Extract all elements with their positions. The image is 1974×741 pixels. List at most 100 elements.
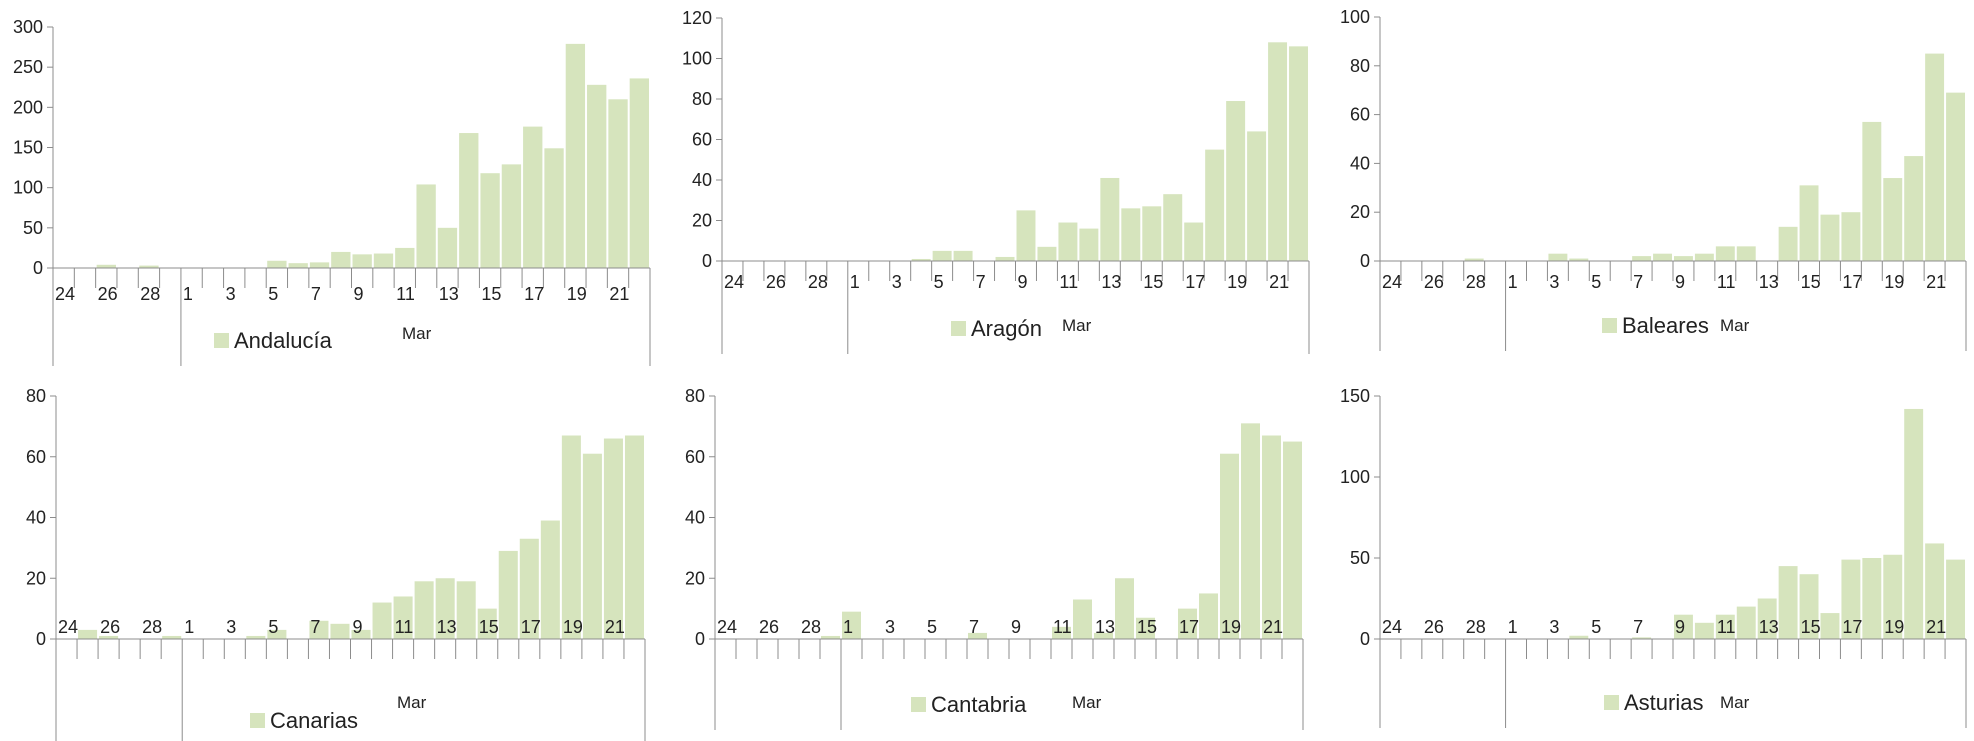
chart-1-y-tick-label-300: 300 — [13, 17, 43, 37]
chart-2-y-tick-label-40: 40 — [692, 170, 712, 190]
chart-5-bar-14 — [1115, 578, 1134, 639]
chart-5-bar-21 — [1262, 435, 1281, 639]
chart-1-x-tick-label-5: 5 — [268, 284, 278, 304]
chart-2-bar-13 — [1100, 177, 1120, 261]
chart-4-x-tick-label-13: 13 — [437, 617, 457, 637]
chart-6-x-tick-label-26: 26 — [1424, 617, 1444, 637]
chart-4-bar-15 — [477, 608, 497, 639]
chart-5-y-tick-label-60: 60 — [685, 447, 705, 467]
chart-2-bar-6 — [953, 250, 973, 261]
chart-5-x-tick-label-17: 17 — [1179, 617, 1199, 637]
chart-4-bar-14 — [456, 581, 476, 639]
chart-1-bar-10 — [373, 253, 394, 268]
chart-2-x-tick-label-1: 1 — [850, 272, 860, 292]
chart-4-x-tick-label-24: 24 — [58, 617, 78, 637]
chart-4-x-tick-label-7: 7 — [310, 617, 320, 637]
chart-3-y-tick-label-20: 20 — [1350, 202, 1370, 222]
chart-2-bar-4 — [911, 258, 931, 261]
chart-6-y-tick-label-50: 50 — [1350, 548, 1370, 568]
chart-3-x-tick-label-13: 13 — [1759, 272, 1779, 292]
chart-3-y-tick-label-80: 80 — [1350, 56, 1370, 76]
chart-1-bar-11 — [395, 247, 415, 268]
chart-4-bar-16 — [498, 550, 518, 639]
chart-4-x-tick-label-26: 26 — [100, 617, 120, 637]
chart-6-bar-4 — [1569, 635, 1589, 639]
chart-4-bar-17 — [519, 538, 539, 639]
chart-2-bar-21 — [1268, 42, 1288, 261]
chart-5-x-tick-label-1: 1 — [843, 617, 853, 637]
chart-4-bar-22 — [624, 435, 644, 639]
chart-6-x-tick-label-28: 28 — [1466, 617, 1486, 637]
chart-4-x-tick-label-15: 15 — [479, 617, 499, 637]
chart-5-bar-19 — [1220, 453, 1239, 639]
chart-2-bar-11 — [1058, 222, 1078, 261]
chart-6-x-tick-label-3: 3 — [1549, 617, 1559, 637]
chart-5-y-tick-label-0: 0 — [695, 629, 705, 649]
chart-3-bar-20 — [1904, 156, 1924, 261]
chart-5-bar-15 — [1136, 617, 1155, 639]
chart-6-x-tick-label-19: 19 — [1884, 617, 1904, 637]
chart-4-x-tick-label-3: 3 — [226, 617, 236, 637]
chart-5-bar-12 — [1073, 599, 1092, 639]
chart-4-bar-11 — [393, 596, 413, 639]
chart-2-x-tick-label-13: 13 — [1101, 272, 1121, 292]
chart-1-y-tick-label-100: 100 — [13, 178, 43, 198]
chart-4-x-tick-label-19: 19 — [563, 617, 583, 637]
chart-3-bar-3 — [1548, 253, 1568, 261]
chart-4-bar-21 — [603, 438, 623, 639]
chart-3-bar-15 — [1799, 185, 1819, 261]
chart-2-bar-20 — [1247, 131, 1267, 261]
chart-5-x-tick-label-3: 3 — [885, 617, 895, 637]
chart-2-x-tick-label-28: 28 — [808, 272, 828, 292]
chart-1-bar-16 — [501, 164, 522, 268]
chart-4-bar-4 — [246, 635, 266, 639]
chart-5-x-tick-label-21: 21 — [1263, 617, 1283, 637]
chart-1-x-tick-label-17: 17 — [524, 284, 544, 304]
chart-5-x-tick-label-13: 13 — [1095, 617, 1115, 637]
chart-4-bar-25 — [78, 629, 98, 639]
chart-5-x-tick-label-5: 5 — [927, 617, 937, 637]
chart-3-bar-28 — [1464, 258, 1484, 261]
chart-5-bar-1 — [842, 611, 861, 639]
chart-1-bar-5 — [267, 260, 287, 268]
chart-2-bar-9 — [1016, 210, 1036, 261]
chart-4-x-tick-label-1: 1 — [184, 617, 194, 637]
chart-4-legend-swatch — [250, 713, 265, 728]
chart-6-y-tick-label-0: 0 — [1360, 629, 1370, 649]
chart-5-bar-7 — [968, 632, 987, 639]
chart-6-bar-10 — [1694, 622, 1714, 639]
chart-4-y-tick-label-20: 20 — [26, 568, 46, 588]
chart-2-bar-16 — [1163, 194, 1183, 261]
chart-5-y-tick-label-20: 20 — [685, 568, 705, 588]
chart-6-bar-7 — [1632, 637, 1652, 639]
chart-6-legend-swatch — [1604, 695, 1619, 710]
chart-5-y-tick-label-40: 40 — [685, 508, 705, 528]
chart-4-bar-7 — [309, 620, 329, 639]
chart-5-y-tick-label-80: 80 — [685, 386, 705, 406]
chart-2-bar-5 — [932, 250, 952, 261]
chart-2-y-tick-label-100: 100 — [682, 49, 712, 69]
chart-4-bar-9 — [351, 629, 371, 639]
chart-4-x-tick-label-11: 11 — [395, 617, 414, 637]
chart-1-bar-13 — [437, 227, 458, 268]
chart-5-x-tick-label-26: 26 — [759, 617, 779, 637]
chart-3-bar-22 — [1946, 92, 1965, 261]
chart-2-x-tick-label-7: 7 — [976, 272, 986, 292]
chart-6-x-tick-label-15: 15 — [1801, 617, 1821, 637]
chart-1-x-tick-label-9: 9 — [354, 284, 364, 304]
chart-2-bar-17 — [1184, 222, 1204, 261]
chart-1-bar-12 — [416, 184, 436, 268]
chart-5-legend-swatch — [911, 697, 926, 712]
chart-4-x-tick-label-21: 21 — [605, 617, 625, 637]
chart-6-x-tick-label-11: 11 — [1717, 617, 1736, 637]
chart-1-y-tick-label-0: 0 — [33, 258, 43, 278]
chart-6-y-tick-label-100: 100 — [1340, 467, 1370, 487]
chart-4-month-label: Mar — [397, 693, 427, 712]
chart-2-x-tick-label-5: 5 — [934, 272, 944, 292]
chart-1-bar-8 — [331, 251, 351, 268]
chart-6-bar-9 — [1674, 614, 1693, 639]
chart-3-bar-17 — [1841, 212, 1861, 261]
chart-3-bar-14 — [1778, 226, 1798, 261]
chart-4-y-tick-label-80: 80 — [26, 386, 46, 406]
chart-2-bar-12 — [1079, 228, 1099, 261]
